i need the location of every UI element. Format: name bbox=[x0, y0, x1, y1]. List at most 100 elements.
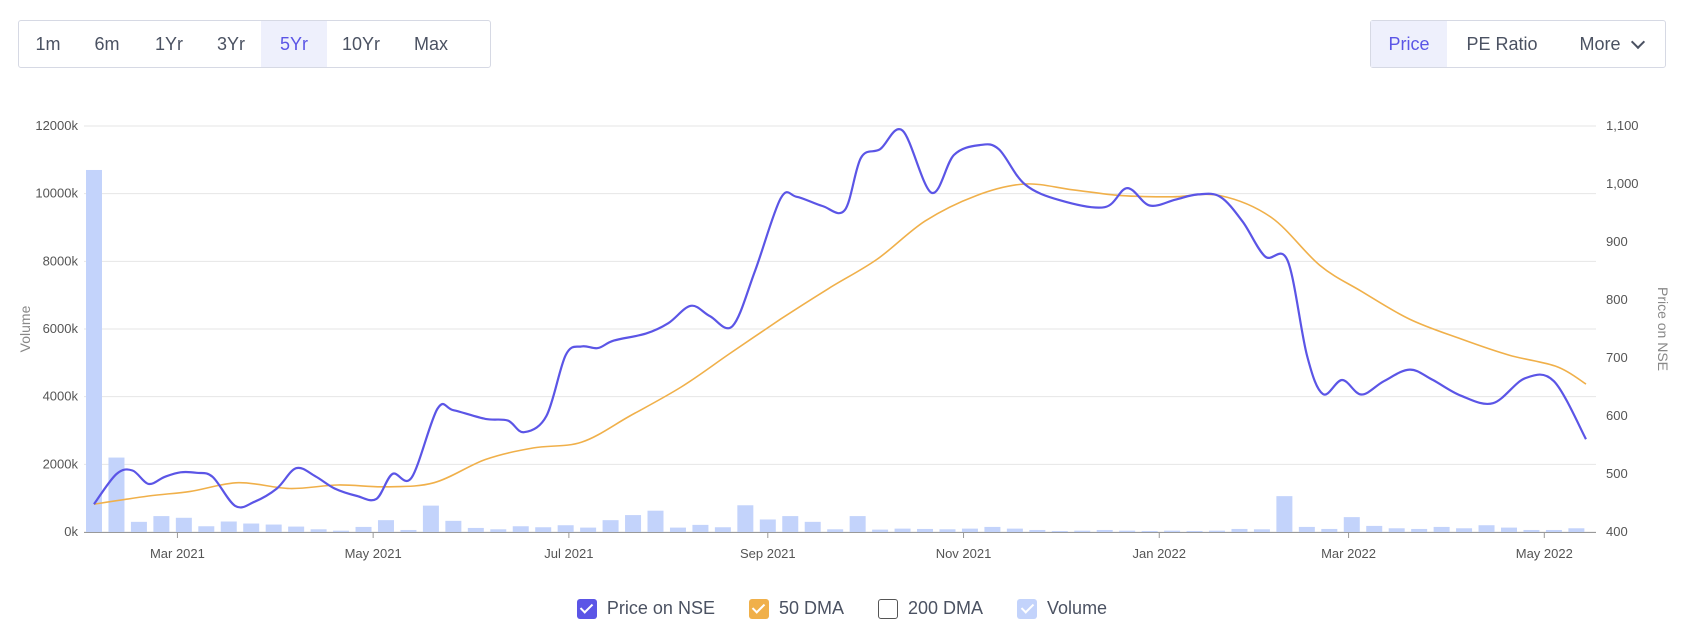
volume-bar bbox=[288, 526, 305, 532]
volume-bar bbox=[1096, 529, 1113, 532]
volume-bar bbox=[1388, 528, 1405, 532]
legend-item-volume[interactable]: Volume bbox=[1017, 598, 1107, 619]
y-right-tick-label: 800 bbox=[1606, 292, 1628, 307]
volume-bar bbox=[535, 527, 552, 532]
chevron-down-icon bbox=[1630, 34, 1645, 49]
volume-bar bbox=[1074, 530, 1091, 532]
y-right-tick-label: 1,000 bbox=[1606, 176, 1639, 191]
volume-bar bbox=[355, 526, 372, 532]
volume-bar bbox=[1029, 529, 1046, 532]
volume-bar bbox=[1186, 530, 1203, 532]
checkbox-icon bbox=[576, 598, 597, 619]
checkbox-icon bbox=[1017, 598, 1038, 619]
volume-bar bbox=[108, 457, 125, 532]
volume-bar bbox=[625, 515, 642, 532]
volume-bar bbox=[872, 529, 889, 532]
x-tick-label: May 2021 bbox=[345, 546, 402, 561]
volume-bar bbox=[849, 516, 866, 532]
y-right-tick-label: 600 bbox=[1606, 408, 1628, 423]
volume-bar bbox=[1006, 528, 1023, 532]
range-button-10yr[interactable]: 10Yr bbox=[341, 33, 381, 54]
range-button-1m[interactable]: 1m bbox=[35, 33, 61, 54]
legend-label: Volume bbox=[1047, 598, 1108, 618]
x-tick-label: Mar 2022 bbox=[1321, 546, 1376, 561]
volume-bar bbox=[714, 527, 731, 532]
legend-label: Price on NSE bbox=[606, 598, 715, 618]
range-selector: 1m 6m 1Yr 3Yr 5Yr 10Yr Max bbox=[18, 20, 491, 68]
price-volume-chart: 0k 2000k 4000k 6000k 8000k 10000k 12000k 400 500… bbox=[17, 118, 1671, 561]
volume-bar bbox=[1545, 529, 1562, 532]
volume-bar bbox=[265, 524, 282, 532]
y-right-tick-label: 900 bbox=[1606, 234, 1628, 249]
y-right-axis-title: Price on NSE bbox=[1655, 287, 1671, 371]
y-left-tick-label: 4000k bbox=[43, 389, 79, 404]
volume-bar bbox=[1209, 530, 1226, 532]
checkbox-icon bbox=[877, 598, 898, 619]
volume-bar bbox=[1411, 528, 1428, 532]
volume-bar bbox=[1253, 529, 1270, 532]
volume-bar bbox=[804, 521, 821, 532]
volume-bar bbox=[669, 527, 686, 532]
volume-bar bbox=[692, 524, 709, 532]
volume-bar bbox=[86, 169, 102, 532]
volume-bar bbox=[737, 505, 754, 532]
more-button-label: More bbox=[1579, 33, 1621, 54]
range-button-1yr[interactable]: 1Yr bbox=[154, 33, 183, 54]
x-tick-label: Sep 2021 bbox=[740, 546, 796, 561]
volume-bar bbox=[1141, 530, 1158, 532]
volume-bar bbox=[310, 529, 327, 532]
x-tick-label: Jul 2021 bbox=[544, 546, 593, 561]
volume-bar bbox=[1164, 530, 1181, 532]
range-button-5yr[interactable]: 5Yr bbox=[261, 21, 327, 67]
volume-bar bbox=[917, 528, 934, 532]
y-left-tick-label: 8000k bbox=[43, 253, 79, 268]
volume-bar bbox=[557, 525, 574, 532]
volume-bar bbox=[445, 520, 462, 532]
volume-bar bbox=[400, 529, 417, 532]
x-tick-label: May 2022 bbox=[1516, 546, 1573, 561]
volume-bar bbox=[1298, 526, 1315, 532]
volume-bar bbox=[894, 528, 911, 532]
legend-item-200-dma[interactable]: 200 DMA bbox=[877, 598, 984, 619]
volume-bar bbox=[467, 527, 484, 532]
volume-bar bbox=[1051, 530, 1068, 532]
volume-bar bbox=[243, 523, 260, 532]
legend-item-price[interactable]: Price on NSE bbox=[576, 598, 715, 619]
volume-bar bbox=[175, 517, 192, 532]
range-button-3yr[interactable]: 3Yr bbox=[216, 33, 245, 54]
legend-label: 200 DMA bbox=[907, 598, 984, 618]
volume-bar bbox=[1478, 525, 1495, 532]
y-left-axis-title: Volume bbox=[17, 305, 33, 352]
y-right-tick-label: 400 bbox=[1606, 524, 1628, 539]
volume-bar bbox=[939, 529, 956, 532]
legend-label: 50 DMA bbox=[778, 598, 844, 618]
volume-bar bbox=[1568, 528, 1585, 532]
volume-bar bbox=[1500, 527, 1517, 532]
range-button-6m[interactable]: 6m bbox=[94, 33, 120, 54]
more-button[interactable]: More bbox=[1557, 21, 1665, 67]
checkbox-icon bbox=[748, 598, 769, 619]
volume-bar bbox=[512, 526, 529, 532]
volume-bar bbox=[333, 530, 350, 532]
dma-50-line bbox=[93, 183, 1587, 505]
volume-bar bbox=[1456, 528, 1473, 532]
y-right-tick-label: 1,100 bbox=[1606, 118, 1639, 133]
volume-bar bbox=[130, 521, 147, 532]
x-tick-label: Jan 2022 bbox=[1133, 546, 1187, 561]
axes: 0k 2000k 4000k 6000k 8000k 10000k 12000k 400 500… bbox=[17, 118, 1671, 561]
volume-bar bbox=[198, 526, 215, 532]
y-left-tick-label: 2000k bbox=[43, 456, 79, 471]
y-left-tick-label: 10000k bbox=[35, 186, 78, 201]
volume-bar bbox=[647, 510, 664, 532]
price-view-button[interactable]: Price bbox=[1371, 21, 1447, 67]
range-button-max[interactable]: Max bbox=[413, 33, 448, 54]
y-left-tick-label: 12000k bbox=[35, 118, 78, 133]
series-lines bbox=[93, 128, 1587, 509]
y-left-tick-label: 6000k bbox=[43, 321, 79, 336]
grid-lines bbox=[84, 125, 1596, 533]
pe-ratio-button[interactable]: PE Ratio bbox=[1466, 33, 1538, 54]
legend-item-50-dma[interactable]: 50 DMA bbox=[748, 598, 844, 619]
volume-bar bbox=[490, 529, 507, 532]
chart-legend: Price on NSE 50 DMA 200 DMA Volume bbox=[0, 598, 1684, 619]
volume-bar bbox=[1433, 526, 1450, 532]
